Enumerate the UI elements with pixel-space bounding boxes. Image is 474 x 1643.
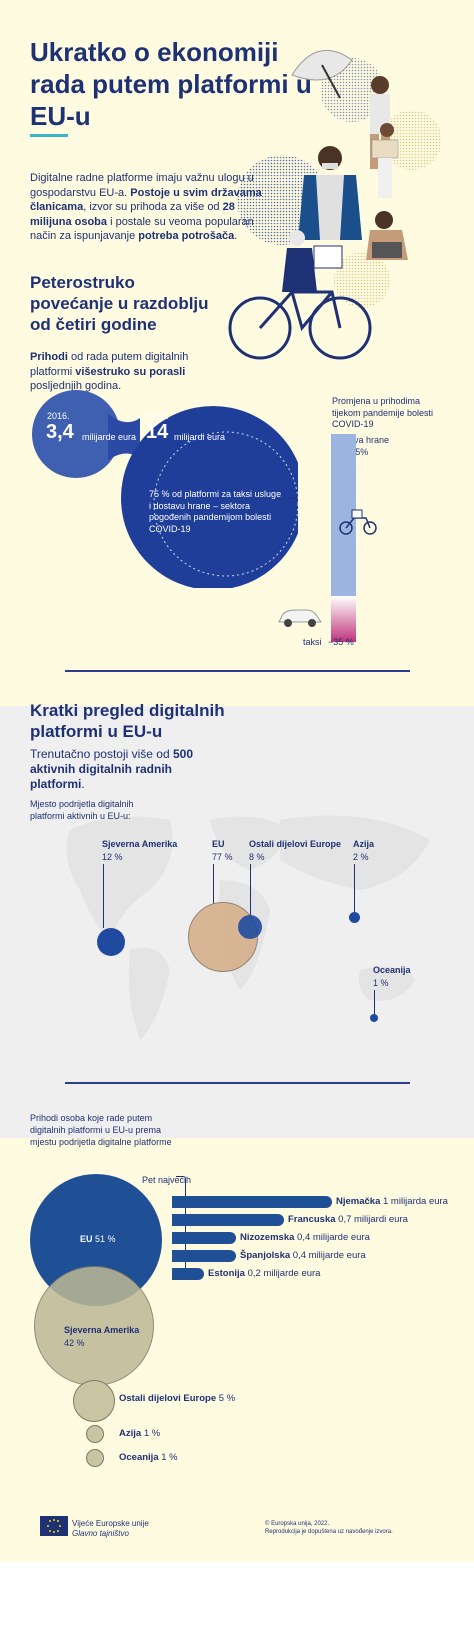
region-label-oceania: Oceanija <box>373 965 411 975</box>
food-delivery-label: dostava hrane <box>332 435 390 445</box>
growth-bubbles <box>32 390 298 588</box>
year-2020: 2020. <box>146 411 169 421</box>
connector-oceania <box>374 990 375 1014</box>
growth-text: Prihodi od rada putem digitalnih platfor… <box>30 351 189 392</box>
connector-north-america <box>103 864 104 928</box>
region-label-north-america: Sjeverna Amerika <box>102 839 178 849</box>
top-five-label: Pet najvećih <box>142 1175 192 1185</box>
growth-heading: Peterostruko povećanje u razdoblju od če… <box>30 273 209 334</box>
pandemic-title: Promjena u prihodima tijekom pandemije b… <box>332 396 434 429</box>
income-bar-label-4: Estonija 0,2 milijarde eura <box>208 1268 321 1279</box>
income-caption: Prihodi osoba koje rade putem digitalnih… <box>30 1113 172 1147</box>
income-bar-3 <box>172 1250 236 1262</box>
bubble-asia <box>349 912 360 923</box>
income-na-pct: 42 % <box>64 1338 85 1348</box>
income-circle-north-america <box>34 1266 154 1386</box>
region-label-other-europe: Ostali dijelovi Europe <box>249 839 342 849</box>
section-divider-1 <box>65 670 410 672</box>
income-bar-4 <box>172 1268 204 1280</box>
taxi-value: −35 % <box>328 637 354 647</box>
overview-text: Trenutačno postoji više od 500 aktivnih … <box>30 747 193 791</box>
gig-workers-illustration <box>228 50 442 360</box>
value-2020: 14 <box>146 421 169 443</box>
income-bar-label-1: Francuska 0,7 milijardi eura <box>288 1214 408 1225</box>
income-bar-1 <box>172 1214 284 1226</box>
covid-note: 75 % od platformi za taksi usluge i dost… <box>149 489 282 534</box>
bubble-oceania <box>370 1014 378 1022</box>
income-circle-asia <box>86 1425 104 1443</box>
income-circle-oceania <box>86 1449 104 1467</box>
map-caption: Mjesto podrijetla digitalnih platformi a… <box>30 799 134 821</box>
region-label-asia: Azija <box>353 839 375 849</box>
region-pct-oceania: 1 % <box>373 978 389 988</box>
taxi-label: taksi <box>303 637 322 647</box>
bubble-north-america <box>97 928 125 956</box>
taxi-bar <box>331 596 356 642</box>
income-bar-label-0: Njemačka 1 milijarda eura <box>336 1196 448 1207</box>
title-accent-line <box>30 134 68 137</box>
income-bar-label-3: Španjolska 0,4 milijarde eura <box>240 1250 366 1261</box>
bubble-other-europe <box>238 915 262 939</box>
income-oceania-label: Oceanija 1 % <box>119 1452 178 1463</box>
year-2016: 2016. <box>47 411 70 421</box>
unit-2020: milijardi eura <box>174 432 226 442</box>
income-bar-2 <box>172 1232 236 1244</box>
page-title: Ukratko o ekonomiji rada putem platformi… <box>30 37 312 131</box>
region-label-eu: EU <box>212 839 225 849</box>
income-other-europe-label: Ostali dijelovi Europe 5 % <box>119 1393 236 1404</box>
footer-reproduction: Reprodukcija je dopuštena uz navođenje i… <box>265 1529 393 1535</box>
footer-suborg: Glavno tajništvo <box>72 1529 129 1538</box>
intro-text: Digitalne radne platforme imaju važnu ul… <box>30 172 262 242</box>
section-divider-2 <box>65 1082 410 1084</box>
income-circle-other-europe <box>73 1380 115 1422</box>
income-bar-label-2: Nizozemska 0,4 milijarde eura <box>240 1232 370 1243</box>
income-eu-label: EU 51 % <box>80 1234 116 1244</box>
taxi-car-icon <box>278 609 322 627</box>
unit-2016: milijarde eura <box>82 432 137 442</box>
footer-copyright: © Europska unija, 2022. <box>265 1521 330 1527</box>
region-pct-eu: 77 % <box>212 852 233 862</box>
income-na-label: Sjeverna Amerika <box>64 1325 140 1335</box>
overview-heading: Kratki pregled digitalnih platformi u EU… <box>30 701 225 741</box>
value-2016: 3,4 <box>46 421 74 443</box>
region-pct-asia: 2 % <box>353 852 369 862</box>
connector-asia <box>354 864 355 912</box>
income-bar-0 <box>172 1196 332 1208</box>
footer-org: Vijeće Europske unije <box>72 1519 149 1528</box>
income-asia-label: Azija 1 % <box>119 1428 161 1439</box>
income-overlap <box>46 1266 146 1306</box>
courier-bike-icon <box>339 509 377 535</box>
footer <box>0 1562 474 1643</box>
region-pct-other-europe: 8 % <box>249 852 265 862</box>
connector-other-europe <box>250 864 251 916</box>
bubble-2016 <box>32 390 120 478</box>
region-pct-north-america: 12 % <box>102 852 123 862</box>
eu-flag-icon <box>40 1516 68 1536</box>
connector-eu <box>213 864 214 904</box>
